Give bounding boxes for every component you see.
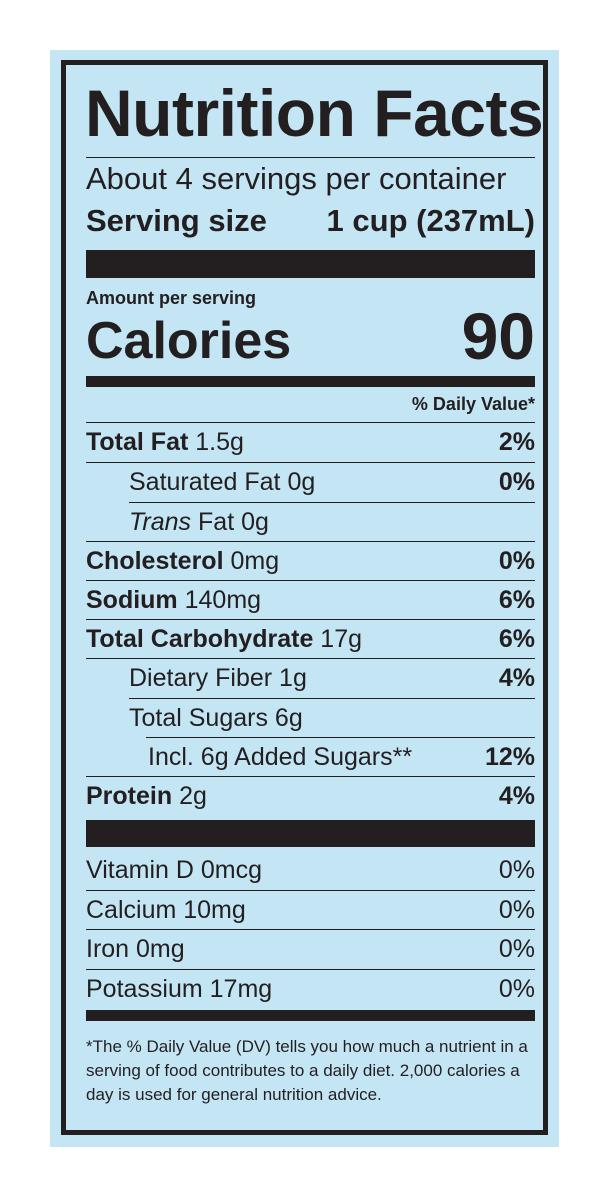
vitamin-label: Vitamin D 0mcg bbox=[86, 856, 262, 884]
serving-size-label: Serving size bbox=[86, 203, 267, 238]
vitamin-label: Iron 0mg bbox=[86, 935, 185, 963]
nutrient-name: Sodium bbox=[86, 586, 178, 614]
servings-per-container: About 4 servings per container bbox=[86, 161, 507, 196]
serving-size-value: 1 cup (237mL) bbox=[326, 203, 535, 238]
vitamin-label: Potassium 17mg bbox=[86, 975, 273, 1003]
nutrient-dv: 2% bbox=[498, 428, 535, 456]
nutrient-row-total-carbohydrate: Total Carbohydrate 17g 6% bbox=[86, 620, 535, 658]
nutrient-dv: 12% bbox=[484, 743, 535, 771]
thick-divider bbox=[86, 820, 535, 847]
vitamin-dv: 0% bbox=[498, 935, 535, 963]
nutrient-name: Cholesterol bbox=[86, 547, 224, 575]
thick-divider bbox=[86, 250, 535, 278]
nutrient-name: Total Sugars bbox=[129, 704, 268, 732]
divider bbox=[86, 658, 535, 659]
nutrient-row-total-fat: Total Fat 1.5g 2% bbox=[86, 423, 535, 461]
vitamin-dv: 0% bbox=[498, 856, 535, 884]
panel-title: Nutrition Facts bbox=[85, 76, 544, 150]
divider bbox=[86, 969, 535, 970]
divider bbox=[86, 462, 535, 463]
nutrient-name: Dietary Fiber bbox=[129, 664, 273, 692]
divider bbox=[86, 580, 535, 581]
medium-divider bbox=[86, 376, 535, 387]
nutrient-amount: 17g bbox=[320, 625, 363, 653]
nutrient-row-saturated-fat: Saturated Fat 0g 0% bbox=[86, 463, 535, 501]
vitamin-label: Calcium 10mg bbox=[86, 896, 246, 924]
label-background bbox=[50, 50, 559, 1147]
nutrient-name: Total Fat bbox=[86, 428, 189, 456]
divider bbox=[146, 737, 535, 738]
divider bbox=[86, 929, 535, 930]
nutrient-name: Protein bbox=[86, 782, 173, 810]
nutrient-name-suffix: Fat bbox=[198, 508, 235, 536]
nutrient-dv: 4% bbox=[498, 664, 535, 692]
divider bbox=[129, 502, 535, 503]
vitamin-row-potassium: Potassium 17mg 0% bbox=[86, 970, 535, 1008]
nutrient-dv: 0% bbox=[498, 468, 535, 496]
vitamin-dv: 0% bbox=[498, 975, 535, 1003]
nutrient-row-total-sugars: Total Sugars 6g bbox=[86, 699, 535, 737]
divider bbox=[86, 157, 535, 158]
nutrient-amount: 1.5g bbox=[195, 428, 244, 456]
nutrient-row-sodium: Sodium 140mg 6% bbox=[86, 581, 535, 619]
vitamin-row-calcium: Calcium 10mg 0% bbox=[86, 891, 535, 929]
nutrient-name: Trans bbox=[129, 508, 192, 536]
divider bbox=[86, 422, 535, 423]
nutrient-row-added-sugars: Incl. 6g Added Sugars** 12% bbox=[86, 738, 535, 776]
nutrient-row-protein: Protein 2g 4% bbox=[86, 777, 535, 815]
nutrient-amount: 1g bbox=[279, 664, 307, 692]
nutrient-row-cholesterol: Cholesterol 0mg 0% bbox=[86, 542, 535, 580]
nutrient-amount: 140mg bbox=[184, 586, 262, 614]
amount-per-serving: Amount per serving bbox=[86, 288, 257, 308]
nutrient-dv: 6% bbox=[498, 586, 535, 614]
calories-label: Calories bbox=[86, 312, 292, 370]
divider bbox=[129, 698, 535, 699]
nutrient-amount: 0mg bbox=[230, 547, 280, 575]
nutrient-row-trans-fat: Trans Fat 0g bbox=[86, 503, 535, 541]
vitamin-row-iron: Iron 0mg 0% bbox=[86, 930, 535, 968]
calories-value: 90 bbox=[461, 299, 535, 373]
serving-size: Serving size 1 cup (237mL) bbox=[86, 203, 535, 239]
nutrient-name: Saturated Fat bbox=[129, 468, 281, 496]
nutrient-amount: 2g bbox=[179, 782, 207, 810]
divider bbox=[86, 619, 535, 620]
nutrient-dv: 6% bbox=[498, 625, 535, 653]
nutrient-dv: 4% bbox=[498, 782, 535, 810]
nutrient-name: Incl. 6g Added Sugars** bbox=[148, 743, 413, 771]
nutrient-amount: 0g bbox=[241, 508, 269, 536]
daily-value-footnote: *The % Daily Value (DV) tells you how mu… bbox=[86, 1037, 528, 1104]
nutrition-facts-panel: Nutrition Facts About 4 servings per con… bbox=[61, 60, 548, 1135]
divider bbox=[86, 890, 535, 891]
vitamin-row-vitamin-d: Vitamin D 0mcg 0% bbox=[86, 851, 535, 889]
nutrient-dv: 0% bbox=[498, 547, 535, 575]
nutrient-name: Total Carbohydrate bbox=[86, 625, 314, 653]
daily-value-header: % Daily Value* bbox=[411, 394, 535, 414]
nutrient-amount: 0g bbox=[287, 468, 316, 496]
medium-divider bbox=[86, 1010, 535, 1021]
vitamin-dv: 0% bbox=[498, 896, 535, 924]
divider bbox=[86, 776, 535, 777]
divider bbox=[86, 541, 535, 542]
nutrient-amount: 6g bbox=[274, 704, 303, 732]
nutrient-row-dietary-fiber: Dietary Fiber 1g 4% bbox=[86, 659, 535, 697]
